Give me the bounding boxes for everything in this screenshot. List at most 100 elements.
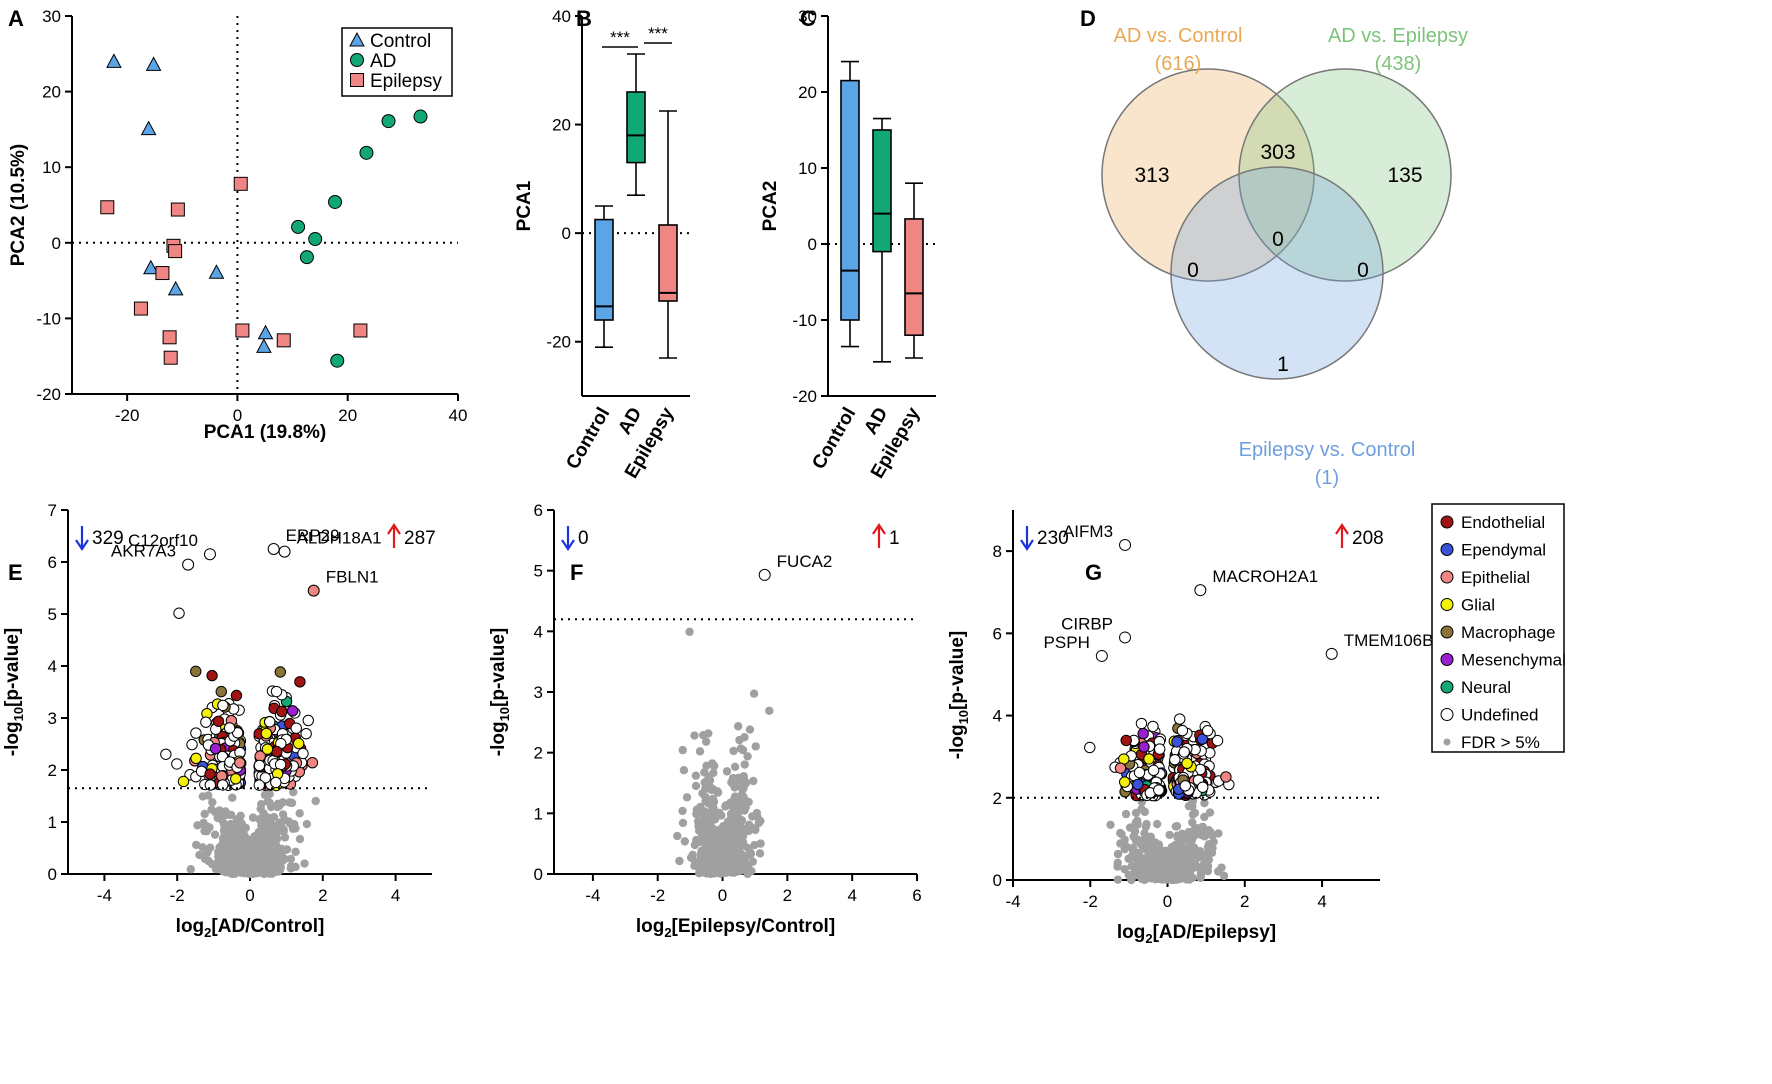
a-point-ad: [381, 114, 396, 129]
b-y-tick-label: 0: [562, 224, 571, 243]
e-point-sig: [261, 743, 274, 755]
f-point-fdr: [734, 836, 743, 846]
e-point-fdr: [287, 798, 297, 808]
f-point-fdr: [717, 811, 726, 820]
f-x-tick-label: 6: [912, 886, 921, 905]
g-x-axis-label: log2[AD/Epilepsy]: [1117, 922, 1276, 946]
e-gene-label: ERP29: [286, 526, 340, 545]
g-point-fdr: [1180, 854, 1190, 864]
b-y-tick-label: 20: [552, 116, 571, 135]
a-point-epilepsy: [163, 350, 178, 365]
a-legend-label: Epilepsy: [370, 71, 442, 92]
g-point-sig: [1197, 781, 1209, 793]
b-y-tick-label: -20: [546, 333, 571, 352]
e-point-sig: [234, 757, 246, 769]
e-point-sig: [173, 607, 185, 619]
f-y-tick-label: 6: [534, 501, 543, 520]
g-gene-label: CIRBP: [1061, 614, 1113, 633]
g-gene-label: PSPH: [1044, 633, 1090, 652]
f-y-axis-label-subscript: 10: [497, 707, 512, 721]
f-x-tick-label: -4: [585, 886, 600, 905]
f-point-fdr: [690, 731, 699, 740]
f-x-tick-label: 4: [847, 886, 856, 905]
g-point-fdr: [1120, 844, 1129, 854]
e-y-axis-label-suffix: [p-value]: [2, 628, 23, 707]
g-labeled-point: [1194, 584, 1207, 597]
e-point-sig: [253, 779, 265, 791]
g-down-count: 230: [1037, 528, 1069, 549]
e-gene-label: FBLN1: [326, 568, 379, 587]
panel-letter-a: A: [8, 6, 24, 31]
f-point-fdr: [741, 778, 751, 788]
e-point-sig: [171, 758, 183, 770]
e-labeled-point: [278, 545, 291, 558]
f-point-fdr: [755, 849, 765, 858]
e-point-fdr: [210, 830, 220, 839]
e-y-tick-label: 4: [48, 657, 57, 676]
panel-letter-e: E: [8, 560, 23, 585]
b-box-control: [594, 218, 614, 321]
g-point-fdr: [1171, 860, 1180, 869]
e-point-sig: [186, 738, 198, 751]
e-point-fdr: [228, 793, 237, 802]
e-point-sig: [177, 775, 190, 788]
f-point-fdr: [708, 833, 717, 842]
g-point-fdr: [1130, 827, 1140, 836]
e-point-sig: [294, 676, 306, 688]
e-x-axis-label-suffix: [AD/Control]: [211, 916, 324, 937]
g-y-tick-label: 0: [993, 871, 1002, 890]
f-point-fdr: [704, 799, 714, 808]
g-point-fdr: [1127, 861, 1136, 871]
g-labeled-point: [1325, 647, 1338, 660]
d-set-count: (1): [1315, 467, 1339, 489]
e-point-fdr: [260, 813, 269, 823]
g-point-fdr: [1128, 853, 1137, 862]
celltype-legend: Endothelial Ependymal Epithelial Glial Macro…: [1431, 503, 1566, 753]
f-point-fdr: [703, 847, 713, 857]
a-point-control: [256, 338, 272, 353]
f-point-fdr: [740, 806, 749, 815]
d-region-count: 1: [1277, 353, 1289, 376]
f-point-fdr: [731, 867, 740, 877]
g-point-fdr: [1173, 869, 1183, 879]
e-point-fdr: [205, 843, 215, 852]
f-point-fdr: [744, 820, 754, 829]
d-set-count: (438): [1375, 53, 1422, 75]
e-point-fdr: [223, 865, 233, 874]
a-point-control: [106, 53, 122, 68]
f-point-fdr: [680, 837, 689, 846]
a-legend-marker: [350, 53, 364, 67]
panel-letter-b: B: [576, 6, 592, 31]
f-point-fdr: [743, 752, 752, 761]
legend-label: Neural: [1461, 678, 1511, 697]
g-point-fdr: [1196, 873, 1205, 883]
g-point-sig: [1201, 724, 1214, 737]
f-point-fdr: [713, 854, 722, 864]
a-x-tick-label: 40: [449, 406, 468, 425]
e-point-fdr: [211, 864, 221, 874]
g-point-fdr: [1178, 862, 1188, 871]
f-point-fdr: [713, 826, 723, 835]
a-point-control: [208, 264, 225, 279]
g-point-fdr: [1219, 871, 1229, 881]
f-point-fdr: [709, 768, 718, 778]
g-point-fdr: [1160, 873, 1170, 883]
f-point-fdr: [730, 809, 739, 819]
e-up-arrow-head: [387, 523, 401, 535]
f-point-fdr: [756, 816, 765, 826]
g-y-axis-label-subscript: 10: [956, 710, 971, 724]
g-point-sig: [1171, 736, 1183, 748]
e-point-sig: [306, 756, 319, 769]
f-x-tick-label: -2: [650, 886, 665, 905]
a-point-ad: [291, 219, 306, 234]
b-box-epilepsy: [658, 224, 678, 302]
f-point-fdr: [740, 760, 749, 769]
legend-marker-macrophage: [1440, 625, 1454, 639]
e-point-sig: [190, 665, 202, 678]
e-point-fdr: [257, 800, 266, 809]
f-point-fdr: [702, 776, 712, 785]
f-point-fdr: [729, 746, 738, 756]
e-labeled-point: [307, 584, 320, 597]
e-point-fdr: [262, 844, 271, 854]
